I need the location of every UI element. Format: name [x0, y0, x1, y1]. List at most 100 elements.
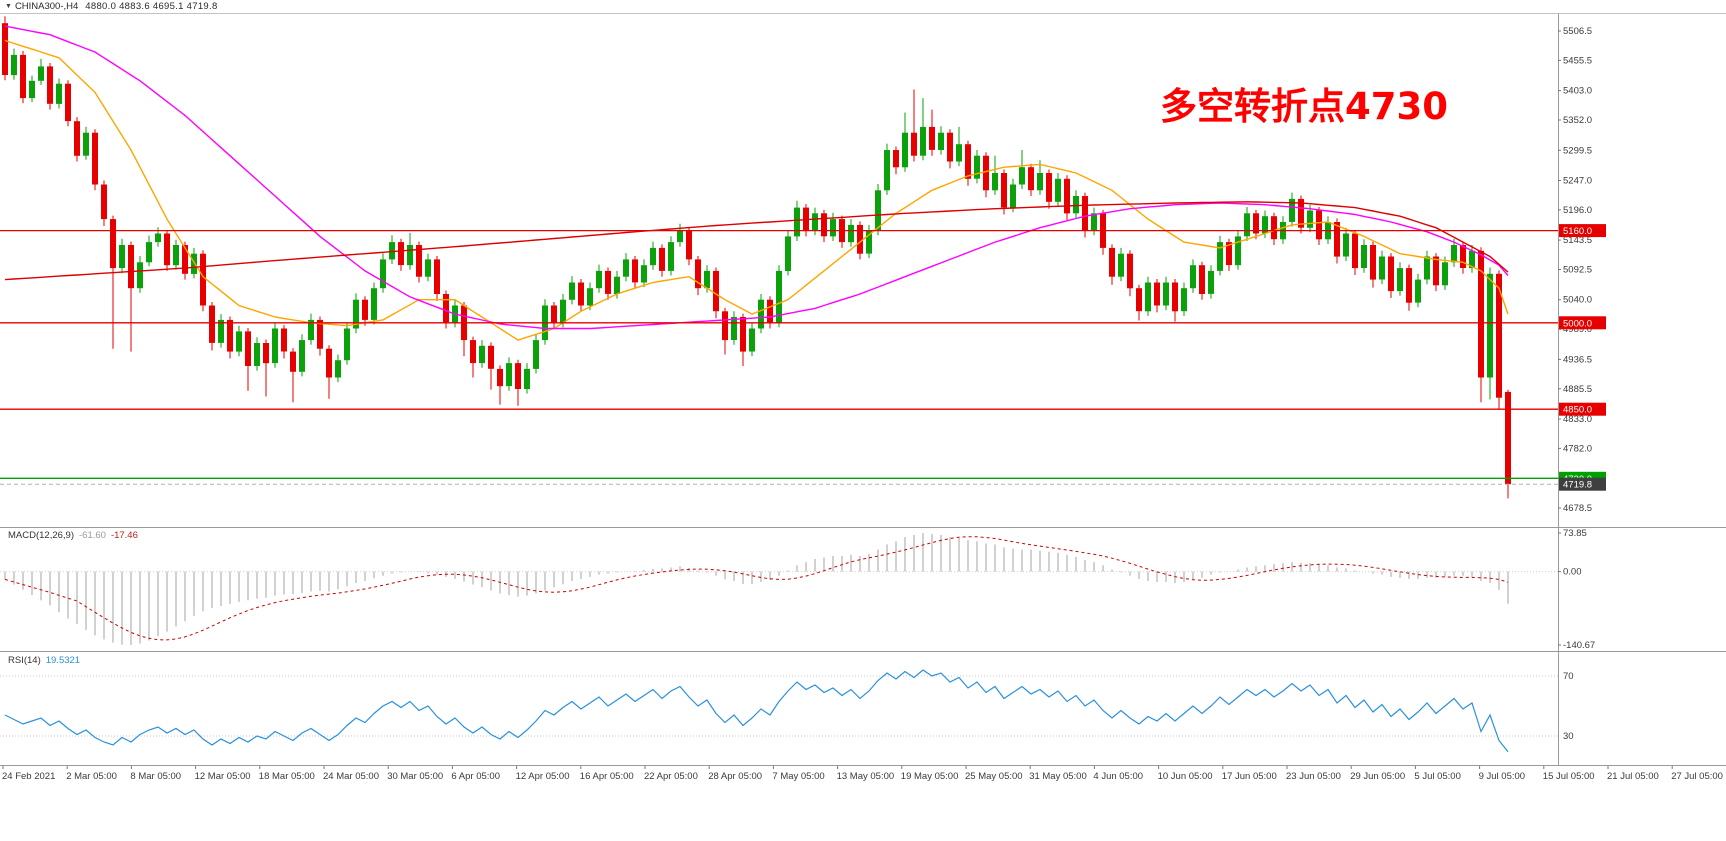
price-axis-label: 5247.0 — [1563, 175, 1592, 186]
candle-bear — [182, 245, 188, 274]
candle-bull — [1019, 167, 1025, 185]
time-axis-label: 13 May 05:00 — [837, 771, 895, 782]
candle-bear — [245, 331, 251, 366]
candle-bull — [389, 242, 395, 260]
candle-bull — [569, 282, 575, 300]
time-axis-label: 18 Mar 05:00 — [259, 771, 315, 782]
candle-bear — [65, 83, 71, 122]
level-label-text: 4850.0 — [1563, 405, 1592, 416]
rsi-value: 19.5321 — [45, 655, 81, 666]
price-axis-label: 5143.5 — [1563, 235, 1592, 246]
time-axis-label: 8 Mar 05:00 — [130, 771, 181, 782]
candle-bear — [1460, 245, 1466, 268]
candle-bull — [38, 66, 44, 81]
candle-bear — [1505, 391, 1511, 485]
candle-bull — [1118, 253, 1124, 277]
candle-bull — [650, 247, 656, 266]
candle-bear — [947, 132, 953, 162]
candle-bear — [488, 345, 494, 369]
candle-bull — [704, 270, 710, 289]
candle-bear — [1109, 247, 1115, 277]
candle-bear — [713, 270, 719, 312]
candle-bear — [965, 144, 971, 179]
price-axis-label: 4782.0 — [1563, 443, 1592, 454]
time-axis-label: 28 Apr 05:00 — [708, 771, 762, 782]
candle-bear — [281, 328, 287, 352]
time-axis-label: 16 Apr 05:00 — [580, 771, 634, 782]
price-axis-label: 5196.0 — [1563, 205, 1592, 216]
candle-bull — [236, 331, 242, 352]
candle-bull — [344, 328, 350, 361]
candle-bull — [749, 328, 755, 352]
time-axis-label: 21 Jul 05:00 — [1607, 771, 1659, 782]
candle-bear — [209, 305, 215, 343]
candle-bear — [1028, 167, 1034, 191]
candle-bull — [155, 233, 161, 243]
candle-bear — [857, 224, 863, 254]
candle-bear — [1478, 250, 1484, 378]
candle-bear — [1136, 288, 1142, 312]
candle-bear — [1082, 196, 1088, 231]
candle-bull — [335, 360, 341, 378]
price-axis-label: 4885.5 — [1563, 384, 1592, 395]
level-label-text: 5160.0 — [1563, 226, 1592, 237]
candle-bull — [1037, 173, 1043, 191]
candle-bear — [128, 245, 134, 289]
time-axis-label: 27 Jul 05:00 — [1671, 771, 1723, 782]
candle-bull — [1361, 245, 1367, 268]
price-axis-label: 5092.5 — [1563, 265, 1592, 276]
candle-bull — [614, 276, 620, 294]
candle-bull — [731, 317, 737, 340]
candle-bull — [11, 54, 17, 76]
macd-main-value: -61.60 — [79, 530, 106, 541]
candle-bull — [812, 213, 818, 231]
candle-bear — [1316, 210, 1322, 240]
time-axis-label: 10 Jun 05:00 — [1158, 771, 1213, 782]
candle-bear — [416, 245, 422, 277]
candle-bear — [983, 155, 989, 191]
candle-bull — [1163, 282, 1169, 306]
candle-bull — [173, 245, 179, 266]
time-axis-label: 4 Jun 05:00 — [1093, 771, 1143, 782]
price-axis-label: 4989.0 — [1563, 324, 1592, 335]
candle-bull — [506, 363, 512, 387]
candle-bull — [29, 80, 35, 99]
candle-bull — [254, 343, 260, 366]
time-axis-label: 25 May 05:00 — [965, 771, 1023, 782]
candle-bear — [1226, 242, 1232, 266]
candle-bear — [200, 253, 206, 306]
candle-bear — [1370, 245, 1376, 280]
time-axis-label: 2 Mar 05:00 — [66, 771, 117, 782]
candle-bear — [1496, 273, 1502, 398]
candle-bull — [866, 230, 872, 254]
candle-bear — [164, 233, 170, 266]
candle-bear — [632, 259, 638, 283]
candle-bull — [119, 245, 125, 268]
candle-bear — [695, 259, 701, 289]
candle-bear — [290, 351, 296, 372]
candle-bear — [767, 299, 773, 323]
candle-bear — [497, 368, 503, 387]
level-label-box — [1559, 402, 1606, 416]
candle-bull — [785, 236, 791, 271]
candle-bear — [434, 259, 440, 294]
rsi-axis-label: 70 — [1563, 671, 1574, 682]
candle-bull — [191, 253, 197, 274]
time-axis-label: 29 Jun 05:00 — [1350, 771, 1405, 782]
candle-bear — [1064, 178, 1070, 214]
candle-bear — [929, 126, 935, 150]
candle-bull — [875, 190, 881, 231]
candle-bear — [398, 242, 404, 266]
macd-signal-line — [4, 536, 1509, 641]
time-axis-label: 12 Apr 05:00 — [516, 771, 570, 782]
candle-bull — [848, 224, 854, 243]
macd-name: MACD(12,26,9) — [8, 530, 74, 541]
candle-bull — [146, 242, 152, 263]
time-axis-label: 24 Mar 05:00 — [323, 771, 379, 782]
candle-bull — [1181, 288, 1187, 312]
symbol-timeframe: CHINA300-,H4 — [14, 1, 79, 12]
candle-bull — [776, 270, 782, 323]
candle-bear — [722, 311, 728, 341]
candle-bull — [1397, 268, 1403, 292]
